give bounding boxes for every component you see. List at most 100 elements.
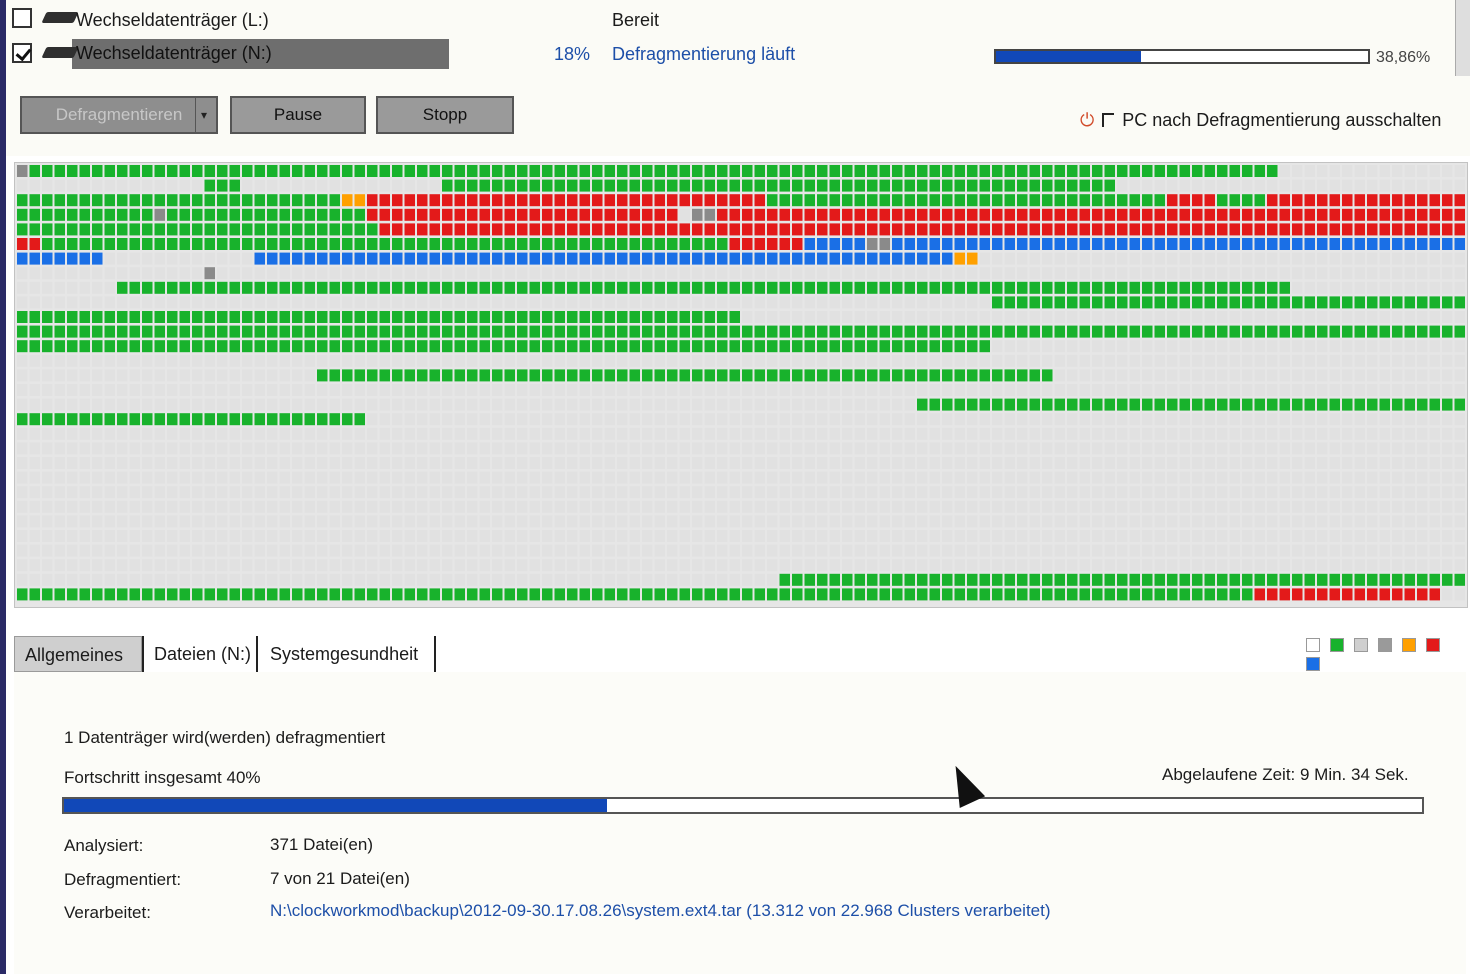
cluster-block — [554, 486, 565, 499]
cluster-block — [654, 530, 665, 542]
processed-value: N:\clockworkmod\backup\2012-09-30.17.08.… — [270, 901, 1051, 920]
cluster-block — [929, 471, 940, 484]
cluster-block — [1117, 194, 1128, 207]
cluster-block — [167, 252, 178, 265]
cluster-block — [417, 471, 428, 484]
tab-files[interactable]: Dateien (N:) — [142, 636, 258, 672]
cluster-block — [954, 559, 965, 572]
cluster-block — [1054, 238, 1065, 250]
drive-checkbox-n[interactable] — [12, 43, 32, 63]
cluster-block — [267, 311, 278, 323]
cluster-block — [392, 238, 403, 250]
cluster-block — [1092, 457, 1103, 469]
cluster-block — [1304, 194, 1315, 207]
drive-checkbox-l[interactable] — [12, 8, 32, 28]
defragment-button[interactable]: Defragmentieren — [20, 96, 218, 134]
cluster-block — [554, 296, 565, 309]
tab-general[interactable]: Allgemeines — [14, 636, 142, 672]
cluster-block — [1242, 296, 1253, 309]
cluster-block — [904, 354, 915, 367]
cluster-block — [829, 194, 840, 207]
cluster-block — [279, 573, 290, 586]
cluster-block — [1117, 427, 1128, 440]
cluster-block — [142, 471, 153, 484]
cluster-block — [754, 267, 765, 280]
cluster-block — [1067, 486, 1078, 499]
cluster-block — [942, 208, 953, 221]
cluster-block — [104, 486, 115, 499]
cluster-block — [54, 573, 65, 586]
cluster-block — [1379, 208, 1390, 221]
cluster-block — [1454, 398, 1465, 411]
cluster-block — [354, 340, 365, 353]
cluster-block — [554, 179, 565, 192]
cluster-block — [592, 238, 603, 250]
cluster-block — [1429, 252, 1440, 265]
cluster-block — [92, 442, 103, 455]
cluster-block — [454, 530, 465, 542]
cluster-block — [1054, 544, 1065, 557]
cluster-block — [1342, 530, 1353, 542]
drive-row-n[interactable]: Wechseldatenträger (N:) 18% Defragmentie… — [6, 37, 1470, 71]
stop-button[interactable]: Stopp — [376, 96, 514, 134]
cluster-block — [17, 369, 28, 382]
cluster-block — [1104, 208, 1115, 221]
cluster-block — [317, 267, 328, 280]
cluster-block — [979, 179, 990, 192]
cluster-block — [242, 325, 253, 338]
cluster-block — [42, 325, 53, 338]
cluster-block — [604, 340, 615, 353]
cluster-block — [529, 325, 540, 338]
shutdown-checkbox[interactable] — [1102, 113, 1115, 127]
drive-row-l[interactable]: Wechseldatenträger (L:) Bereit — [6, 2, 1470, 36]
cluster-block — [379, 238, 390, 250]
cluster-block — [1317, 530, 1328, 542]
cluster-block — [754, 442, 765, 455]
cluster-block — [454, 398, 465, 411]
shutdown-option[interactable]: ⏻ PC nach Defragmentierung ausschalten — [1080, 110, 1441, 131]
cluster-block — [442, 340, 453, 353]
drive-list-scrollbar[interactable] — [1455, 0, 1470, 76]
cluster-block — [579, 354, 590, 367]
cluster-block — [1392, 384, 1403, 396]
elapsed-time: Abgelaufene Zeit: 9 Min. 34 Sek. — [1162, 765, 1409, 784]
cluster-block — [504, 559, 515, 572]
cluster-block — [1004, 500, 1015, 513]
cluster-block — [204, 165, 215, 177]
cluster-block — [1267, 544, 1278, 557]
pause-button[interactable]: Pause — [230, 96, 366, 134]
cluster-block — [404, 500, 415, 513]
chevron-down-icon[interactable] — [195, 98, 216, 132]
cluster-block — [529, 442, 540, 455]
cluster-block — [267, 427, 278, 440]
tab-system-health[interactable]: Systemgesundheit — [260, 636, 436, 672]
cluster-block — [1229, 413, 1240, 426]
cluster-block — [42, 252, 53, 265]
cluster-block — [1179, 281, 1190, 294]
cluster-block — [717, 500, 728, 513]
cluster-block — [767, 340, 778, 353]
cluster-block — [1429, 238, 1440, 250]
cluster-block — [1142, 238, 1153, 250]
cluster-block — [1142, 311, 1153, 323]
cluster-block — [304, 442, 315, 455]
cluster-block — [517, 384, 528, 396]
cluster-block — [829, 296, 840, 309]
cluster-block — [229, 457, 240, 469]
cluster-block — [1392, 398, 1403, 411]
cluster-block — [342, 267, 353, 280]
cluster-block — [629, 413, 640, 426]
cluster-block — [829, 340, 840, 353]
cluster-block — [992, 384, 1003, 396]
cluster-block — [1042, 573, 1053, 586]
cluster-block — [629, 325, 640, 338]
cluster-block — [567, 530, 578, 542]
cluster-block — [1417, 559, 1428, 572]
cluster-block — [1429, 457, 1440, 469]
cluster-block — [429, 223, 440, 236]
cluster-block — [292, 369, 303, 382]
cluster-block — [1267, 267, 1278, 280]
cluster-block — [1154, 208, 1165, 221]
cluster-block — [1054, 252, 1065, 265]
cluster-block — [92, 457, 103, 469]
